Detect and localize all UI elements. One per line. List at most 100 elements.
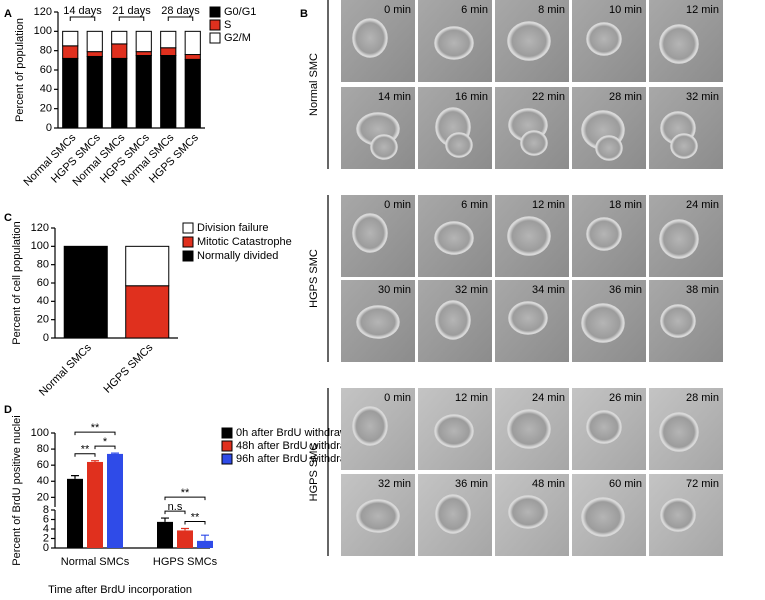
cell xyxy=(507,216,551,256)
y-tick-label: 40 xyxy=(40,83,52,95)
cell xyxy=(670,133,698,159)
cell xyxy=(660,304,696,338)
timestamp: 24 min xyxy=(686,199,719,211)
timestamp: 60 min xyxy=(609,478,642,490)
bar-segment xyxy=(86,30,103,53)
bar-segment xyxy=(86,51,103,57)
bar-segment xyxy=(184,30,201,56)
bar-segment xyxy=(86,55,103,129)
legend-label: 96h after BrdU withdraw xyxy=(236,453,354,465)
y-tick-label: 20 xyxy=(37,491,49,503)
significance-label: ** xyxy=(191,511,200,523)
cell xyxy=(508,301,548,335)
bar xyxy=(107,453,123,548)
timestamp: 30 min xyxy=(378,284,411,296)
timestamp: 32 min xyxy=(686,91,719,103)
cell xyxy=(520,130,548,156)
cell xyxy=(434,414,474,448)
cell xyxy=(352,406,388,446)
y-tick-label: 8 xyxy=(43,504,49,516)
cell xyxy=(434,26,474,60)
significance-bracket xyxy=(164,496,206,501)
cell xyxy=(356,499,400,533)
y-tick-label: 120 xyxy=(34,6,52,18)
cell xyxy=(445,132,473,158)
timestamp: 10 min xyxy=(609,4,642,16)
legend-label: Mitotic Catastrophe xyxy=(197,236,292,248)
error-bar xyxy=(181,527,189,531)
timestamp: 6 min xyxy=(461,199,488,211)
bar xyxy=(87,461,103,548)
timestamp: 32 min xyxy=(378,478,411,490)
cell xyxy=(352,18,388,58)
legend-swatch xyxy=(221,440,233,452)
y-tick-label: 0 xyxy=(43,542,49,554)
y-tick-label: 40 xyxy=(37,475,49,487)
cell xyxy=(586,22,622,56)
legend-label: S xyxy=(224,19,231,31)
significance-bracket xyxy=(184,521,206,525)
x-tick-label: HGPS SMCs xyxy=(102,341,156,395)
significance-label: n.s xyxy=(168,501,183,513)
cell xyxy=(595,135,623,161)
annotation: 14 days xyxy=(63,5,102,17)
bracket xyxy=(118,16,145,21)
y-tick-label: 100 xyxy=(34,25,52,37)
bar-segment xyxy=(160,47,177,56)
significance-label: ** xyxy=(91,422,100,434)
timestamp: 0 min xyxy=(384,392,411,404)
panel-letter: D xyxy=(4,404,12,416)
y-tick-label: 80 xyxy=(37,443,49,455)
y-tick-label: 2 xyxy=(43,532,49,544)
timestamp: 0 min xyxy=(384,4,411,16)
timestamp: 6 min xyxy=(461,4,488,16)
legend-label: G2/M xyxy=(224,32,251,44)
y-tick-label: 0 xyxy=(46,122,52,134)
timestamp: 14 min xyxy=(378,91,411,103)
timestamp: 0 min xyxy=(384,199,411,211)
y-axis-title: Percent of BrdU positive nuclei xyxy=(11,415,23,565)
bracket xyxy=(69,16,96,21)
cell xyxy=(507,21,551,61)
cell xyxy=(507,409,551,449)
timestamp: 8 min xyxy=(538,4,565,16)
group-label: HGPS SMC xyxy=(308,443,320,502)
cell xyxy=(660,498,696,532)
legend-swatch xyxy=(209,19,221,31)
timestamp: 34 min xyxy=(532,284,565,296)
timestamp: 22 min xyxy=(532,91,565,103)
bar-segment xyxy=(62,45,79,59)
significance-bracket xyxy=(164,510,186,515)
cell xyxy=(370,134,398,160)
y-tick-label: 4 xyxy=(43,523,49,535)
significance-bracket xyxy=(74,431,116,436)
timestamp: 12 min xyxy=(455,392,488,404)
timestamp: 28 min xyxy=(686,392,719,404)
cell xyxy=(581,497,625,537)
y-tick-label: 40 xyxy=(37,295,49,307)
cell xyxy=(581,303,625,343)
y-tick-label: 20 xyxy=(37,314,49,326)
timestamp: 72 min xyxy=(686,478,719,490)
group-label: HGPS SMC xyxy=(308,249,320,308)
bar-segment xyxy=(63,245,108,339)
error-bar xyxy=(201,534,209,541)
y-tick-label: 60 xyxy=(40,64,52,76)
significance-label: ** xyxy=(81,444,90,456)
bar-segment xyxy=(135,55,152,129)
legend-label: 0h after BrdU withdraw xyxy=(236,427,348,439)
cell xyxy=(586,217,622,251)
legend-label: Normally divided xyxy=(197,250,278,262)
bar-segment xyxy=(62,30,79,47)
bar-segment xyxy=(111,30,128,45)
bar-segment xyxy=(160,30,177,49)
significance-label: * xyxy=(103,436,108,448)
y-tick-label: 60 xyxy=(37,277,49,289)
legend-swatch xyxy=(209,32,221,44)
cell xyxy=(586,410,622,444)
timestamp: 32 min xyxy=(455,284,488,296)
legend-label: 48h after BrdU withdraw xyxy=(236,440,354,452)
timestamp: 26 min xyxy=(609,392,642,404)
panel-letter: C xyxy=(4,212,12,224)
